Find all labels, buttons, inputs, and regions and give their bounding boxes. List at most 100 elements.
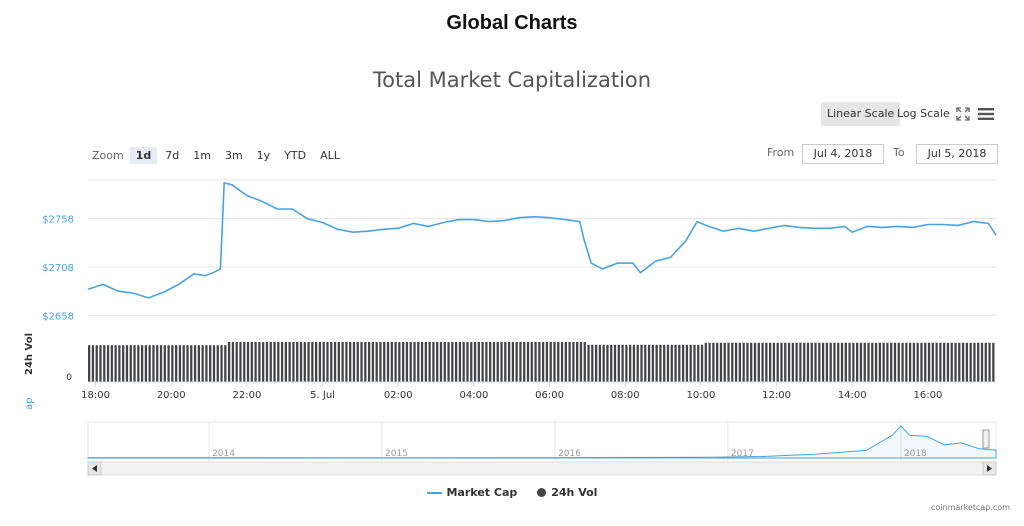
log-scale-button[interactable]: Log Scale (897, 107, 950, 120)
volume-bar (992, 342, 995, 382)
zoom-1y-button[interactable]: 1y (256, 148, 271, 162)
volume-bar (473, 342, 477, 382)
volume-bar (852, 342, 855, 382)
volume-bar (700, 344, 704, 382)
volume-bar (175, 345, 178, 382)
to-date-input[interactable]: Jul 5, 2018 (916, 144, 998, 164)
volume-bar (856, 342, 859, 382)
volume-bar (129, 345, 132, 382)
zoom-all-button[interactable]: ALL (320, 148, 340, 162)
x-tick-label: 04:00 (459, 390, 488, 401)
volume-bar (837, 342, 840, 382)
volume-bar (579, 342, 583, 382)
volume-bar (349, 342, 352, 382)
volume-bar (235, 342, 238, 382)
volume-bar (254, 342, 257, 382)
volume-bar (848, 342, 851, 382)
navigator[interactable]: 2014 2015 2016 2017 2018 (0, 420, 1024, 476)
volume-bar (617, 344, 620, 382)
volume-bar (273, 342, 276, 382)
volume-bar (394, 342, 397, 382)
volume-bar (916, 342, 919, 382)
volume-bar (504, 342, 507, 382)
volume-bar (969, 342, 972, 382)
volume-bar (897, 342, 900, 382)
navigator-year-label: 2016 (558, 449, 581, 459)
legend-dot-marker (537, 488, 547, 497)
volume-bar (345, 342, 348, 382)
hamburger-menu-icon[interactable] (978, 107, 994, 121)
expand-icon[interactable] (955, 106, 971, 122)
legend-market-cap-label: Market Cap (446, 486, 518, 499)
zoom-3m-button[interactable]: 3m (224, 148, 243, 162)
volume-bar (280, 342, 284, 382)
volume-bar (507, 342, 511, 382)
legend-item-24h-vol[interactable]: 24h Vol (537, 486, 597, 499)
x-tick-label: 22:00 (232, 390, 261, 401)
volume-bar (678, 344, 681, 382)
zoom-ytd-button[interactable]: YTD (284, 148, 307, 162)
from-date-input[interactable]: Jul 4, 2018 (802, 144, 884, 164)
volume-bar (375, 342, 378, 382)
volume-bar (470, 342, 473, 382)
y-axis-title: Market Cap (24, 397, 35, 410)
volume-bar (636, 344, 639, 382)
zoom-1d-button[interactable]: 1d (129, 146, 158, 164)
volume-bar (545, 342, 549, 382)
volume-bar (91, 345, 95, 382)
legend-item-market-cap[interactable]: Market Cap (426, 486, 518, 499)
volume-bar (152, 345, 155, 382)
to-label: To (893, 146, 905, 159)
volume-bar (931, 342, 934, 382)
volume-bar (920, 342, 923, 382)
volume-bar (674, 344, 677, 382)
volume-bars (88, 342, 995, 382)
volume-bar (307, 342, 310, 382)
navigator-year-label: 2014 (212, 449, 235, 459)
volume-bar (681, 344, 685, 382)
volume-bar (602, 344, 605, 382)
volume-bar (655, 344, 658, 382)
volume-bar (447, 342, 450, 382)
navigator-scrollbar[interactable] (87, 461, 997, 476)
volume-bar (477, 342, 480, 382)
volume-bar (220, 345, 223, 382)
volume-bar (239, 342, 242, 382)
volume-bar (360, 342, 363, 382)
volume-bar (769, 342, 772, 382)
volume-bar (265, 342, 269, 382)
volume-bar (727, 342, 730, 382)
volume-bar (258, 342, 261, 382)
zoom-7d-button[interactable]: 7d (165, 148, 180, 162)
volume-bar (560, 342, 564, 382)
volume-bar (182, 345, 185, 382)
zoom-1m-button[interactable]: 1m (193, 148, 211, 162)
volume-bar (292, 342, 295, 382)
volume-bar (466, 342, 469, 382)
credit-text: coinmarketcap.com (931, 503, 1010, 512)
linear-scale-button[interactable]: Linear Scale (821, 102, 901, 126)
volume-bar (927, 342, 931, 382)
volume-bar (526, 342, 530, 382)
y-tick-label: $2708 (42, 263, 74, 274)
volume-bar (613, 344, 617, 382)
volume-bar (209, 345, 212, 382)
navigator-year-label: 2015 (385, 449, 408, 459)
volume-bar (890, 342, 893, 382)
volume-bar (496, 342, 499, 382)
volume-bar (318, 342, 322, 382)
volume-bar (284, 342, 287, 382)
x-tick-label: 10:00 (686, 390, 715, 401)
volume-bar (871, 342, 874, 382)
volume-bar (784, 342, 787, 382)
volume-bar (485, 342, 488, 382)
volume-bar (821, 342, 825, 382)
legend-24h-vol-label: 24h Vol (551, 486, 598, 499)
volume-bar (723, 342, 726, 382)
volume-bar (402, 342, 405, 382)
volume-bar (908, 342, 912, 382)
legend-line-marker (426, 491, 442, 494)
volume-bar (666, 344, 670, 382)
volume-bar (651, 344, 654, 382)
navigator-handle[interactable] (982, 429, 990, 449)
